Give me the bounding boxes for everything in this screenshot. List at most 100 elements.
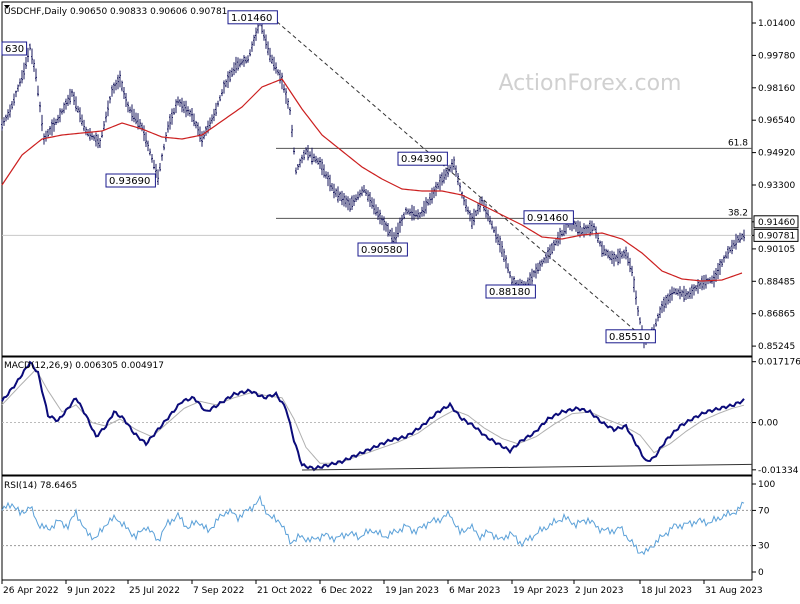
candle — [35, 68, 37, 82]
candle — [313, 153, 315, 163]
candle — [267, 41, 269, 56]
candle — [469, 210, 471, 222]
y-tick-label: 0.00 — [758, 419, 778, 429]
candle — [451, 159, 453, 173]
dropdown-triangle-icon[interactable] — [4, 5, 10, 9]
candle — [237, 57, 239, 71]
candle — [715, 267, 717, 283]
candle — [105, 111, 107, 123]
y-tick-label: 0.85245 — [758, 342, 795, 352]
candle — [423, 200, 425, 217]
candle — [733, 239, 735, 249]
y-tick-label: 0.91460 — [758, 218, 795, 228]
candle — [297, 163, 299, 171]
candle — [287, 98, 289, 109]
candle — [661, 300, 663, 314]
candle — [433, 186, 435, 199]
candle — [629, 257, 631, 273]
candle — [501, 241, 503, 257]
candle — [495, 226, 497, 243]
candle — [689, 287, 691, 299]
candle — [743, 229, 745, 242]
candle — [449, 164, 451, 173]
candle — [479, 197, 481, 213]
price-annotation: 0.85510 — [605, 329, 656, 344]
candle — [73, 91, 75, 105]
candle — [305, 147, 307, 155]
candle — [269, 47, 271, 63]
candle — [603, 245, 605, 257]
candle — [199, 126, 201, 142]
candle — [37, 85, 39, 97]
y-tick-label: 0.99780 — [758, 51, 795, 61]
candle — [25, 57, 27, 69]
candle — [615, 254, 617, 262]
candle — [373, 198, 375, 215]
rsi-line — [1, 494, 745, 556]
candle — [95, 132, 97, 147]
candle — [127, 101, 129, 113]
candle — [203, 130, 205, 140]
candle — [101, 130, 103, 138]
moving-average-line — [1, 78, 743, 282]
candle — [193, 113, 195, 127]
candle — [497, 233, 499, 245]
candle — [609, 251, 611, 261]
price-tag — [753, 228, 799, 242]
candle — [377, 207, 379, 220]
y-tick-label: 0.90105 — [758, 245, 795, 255]
candle — [655, 318, 657, 327]
candle — [419, 211, 421, 219]
candle — [233, 62, 235, 76]
candle — [339, 191, 341, 201]
x-tick-label: 9 Jun 2022 — [67, 586, 115, 596]
candle — [11, 101, 13, 110]
price-y-axis: 1.01400 0.99780 0.98160 0.96540 0.94920 0.933… — [752, 19, 799, 352]
candle — [39, 101, 41, 113]
candle — [389, 229, 391, 237]
candle — [231, 67, 233, 78]
candle — [601, 241, 603, 257]
candle — [229, 69, 231, 83]
candle — [179, 99, 181, 107]
svg-text:630: 630 — [5, 44, 24, 55]
candle — [561, 229, 563, 237]
svg-text:1.01460: 1.01460 — [231, 13, 272, 24]
y-tick-label: 0.88485 — [758, 277, 795, 287]
candle — [31, 48, 33, 65]
candle — [439, 174, 441, 191]
candle — [665, 295, 667, 309]
candle — [549, 244, 551, 260]
svg-text:0.94390: 0.94390 — [401, 154, 442, 165]
watermark: ActionForex.com — [499, 71, 682, 96]
x-tick-label: 2 Jun 2023 — [575, 586, 623, 596]
candle — [555, 238, 557, 246]
candle — [699, 280, 701, 290]
candle — [187, 106, 189, 116]
candle — [487, 209, 489, 222]
candle — [299, 158, 301, 168]
candle — [163, 143, 165, 151]
candle — [139, 119, 141, 130]
candle — [51, 119, 53, 136]
candle — [741, 233, 743, 240]
candle — [347, 196, 349, 211]
candle — [679, 286, 681, 300]
candle — [61, 108, 63, 115]
candle — [291, 124, 293, 138]
candle — [467, 206, 469, 215]
y-tick-label: 0.94920 — [758, 149, 795, 159]
price-annotation: 630 — [1, 41, 28, 56]
candle — [71, 89, 73, 97]
candle — [197, 122, 199, 137]
candle — [471, 212, 473, 230]
candle — [135, 112, 137, 125]
candle — [77, 105, 79, 113]
candle — [547, 246, 549, 264]
candle — [723, 255, 725, 263]
candle — [23, 62, 25, 80]
candle — [657, 313, 659, 322]
candle — [117, 74, 119, 90]
macd-title: MACD(12,26,9) 0.006305 0.004917 — [4, 361, 164, 371]
